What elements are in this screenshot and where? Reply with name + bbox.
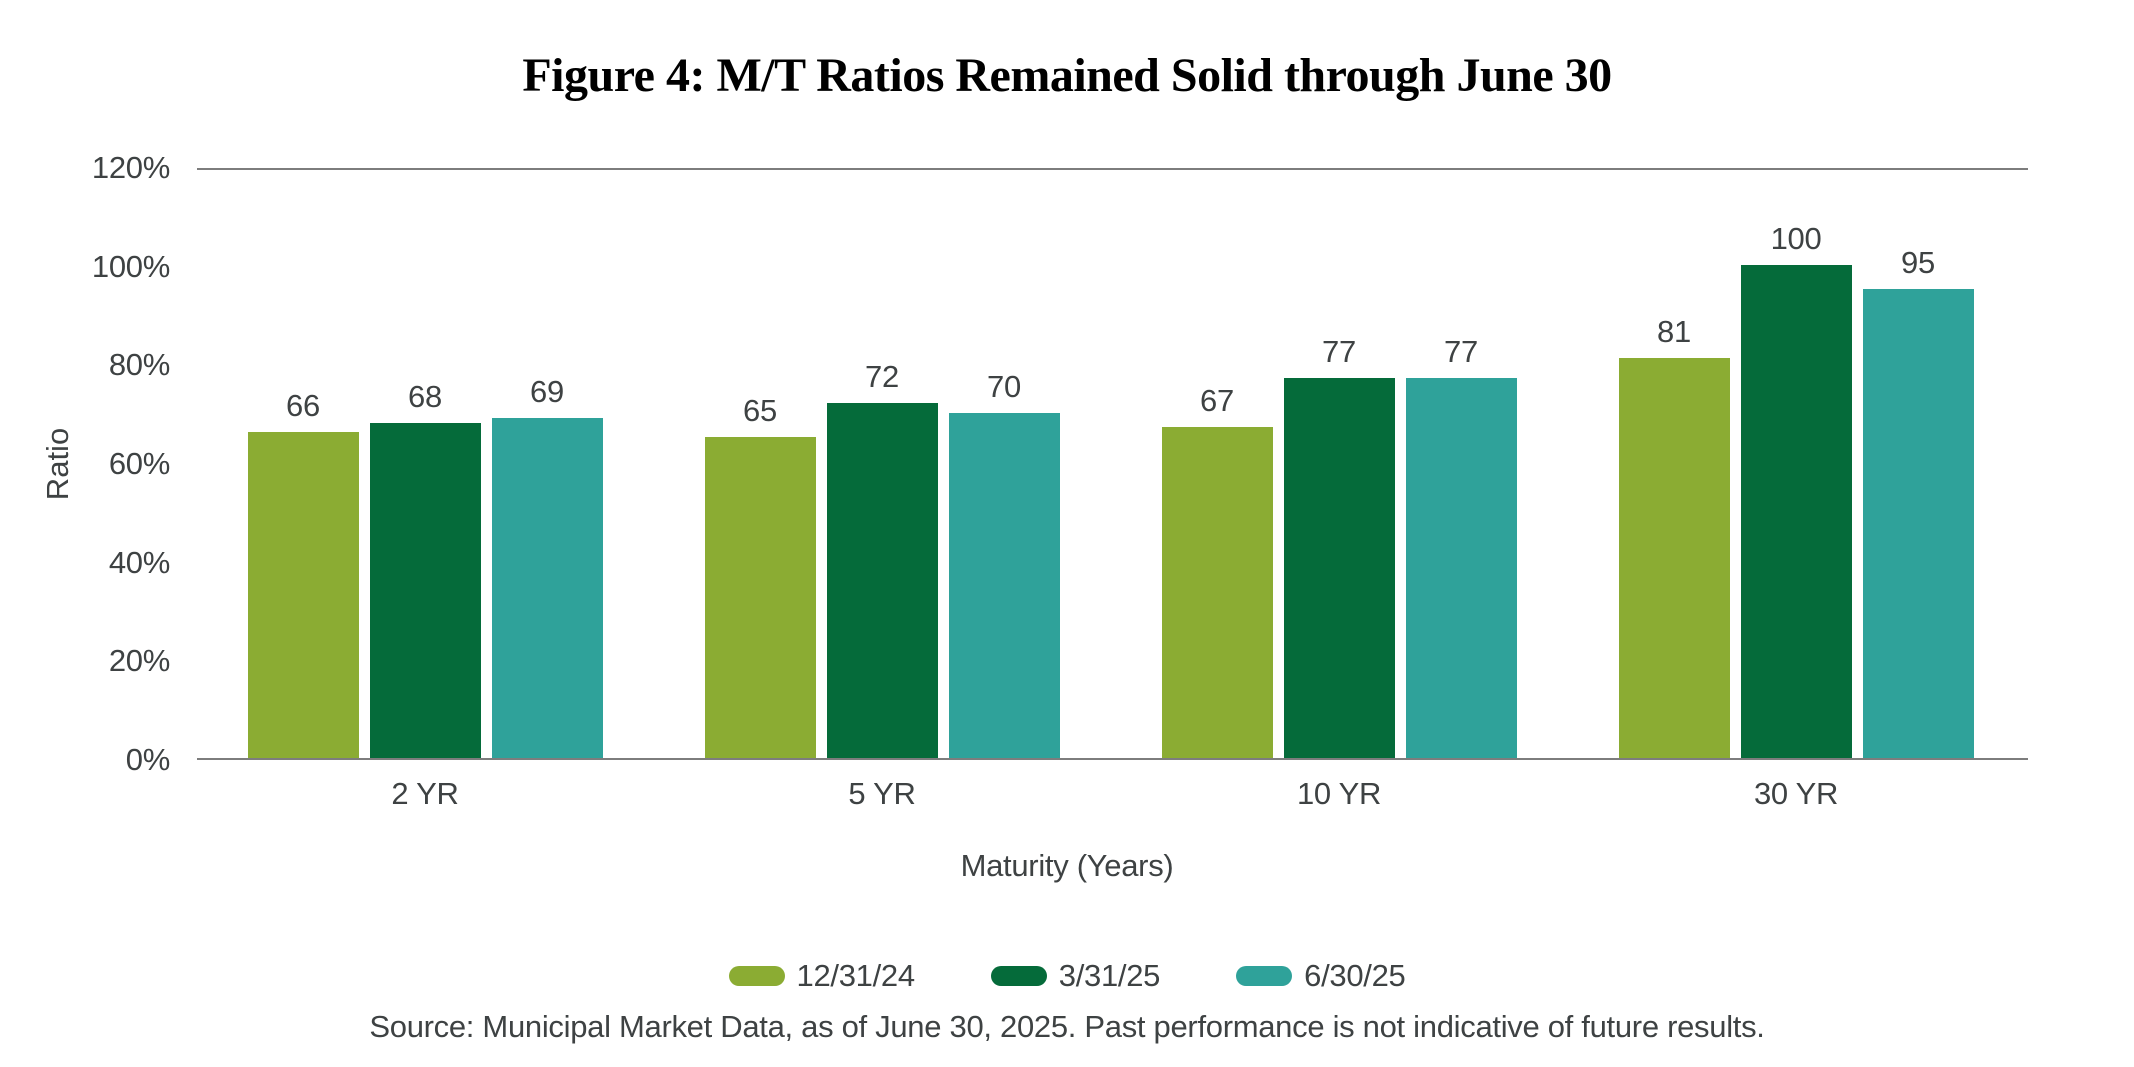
bar-value-label: 72 [865,358,899,394]
legend-label: 3/31/25 [1058,958,1161,993]
y-axis-tick-label: 20% [108,643,170,679]
bar-group-5-yr: 65 72 70 [704,359,1060,758]
legend-swatch [728,966,785,986]
bar: 72 [826,359,938,758]
bar-value-label: 68 [408,378,442,414]
bar-value-label: 67 [1200,383,1234,419]
legend: 12/31/24 3/31/25 6/30/25 [0,958,2134,994]
legend-item: 12/31/24 [728,958,916,994]
x-axis-category-label: 10 YR [1296,776,1382,811]
legend-item: 3/31/25 [990,958,1161,994]
y-axis-ticks: 120% 100% 80% 60% 40% 20% 0% [0,0,170,1067]
plot-area: 66 68 69 2 YR 65 72 70 5 YR 67 77 77 10 YR 81 100 95 30… [197,168,2028,811]
source-note: Source: Municipal Market Data, as of Jun… [369,1009,1765,1044]
bar-group-30-yr: 81 100 95 [1618,221,1974,758]
legend-item: 6/30/25 [1236,958,1406,994]
y-axis-tick-label: 0% [125,742,171,777]
bar: 69 [491,374,603,758]
bar-value-label: 77 [1322,334,1356,370]
bar: 65 [704,393,816,758]
legend-swatch [1236,966,1293,986]
bar-value-label: 81 [1657,314,1691,350]
bar: 70 [948,369,1060,758]
legend-swatch [990,966,1047,986]
bar-value-label: 65 [743,393,777,429]
y-axis-tick-label: 100% [91,248,170,284]
bar: 77 [1405,334,1517,758]
bar-value-label: 77 [1444,334,1478,370]
bar: 95 [1862,245,1974,758]
bar-value-label: 66 [286,388,320,424]
bar: 100 [1740,221,1852,758]
y-axis-tick-label: 60% [108,446,170,481]
x-axis-category-label: 30 YR [1753,776,1839,811]
bar: 67 [1161,383,1273,758]
x-axis-category-label: 5 YR [848,776,916,811]
bar-group-10-yr: 67 77 77 [1161,334,1517,758]
y-axis-tick-label: 80% [108,347,170,383]
bar-value-label: 95 [1901,245,1935,281]
x-axis-category-label: 2 YR [391,776,459,811]
legend-label: 6/30/25 [1304,958,1406,993]
bar: 77 [1283,334,1395,758]
y-axis-tick-label: 40% [108,544,170,580]
bar: 66 [247,388,359,758]
legend-label: 12/31/24 [796,958,916,993]
y-axis-tick-label: 120% [91,150,170,185]
chart-title: Figure 4: M/T Ratios Remained Solid thro… [522,49,1612,102]
bar: 81 [1618,314,1730,758]
bar: 68 [369,379,481,758]
bar-value-label: 100 [1770,220,1822,256]
bar-value-label: 69 [530,373,564,409]
bar-group-2-yr: 66 68 69 [247,374,603,758]
x-axis-title: Maturity (Years) [960,848,1174,883]
bar-value-label: 70 [987,368,1021,404]
